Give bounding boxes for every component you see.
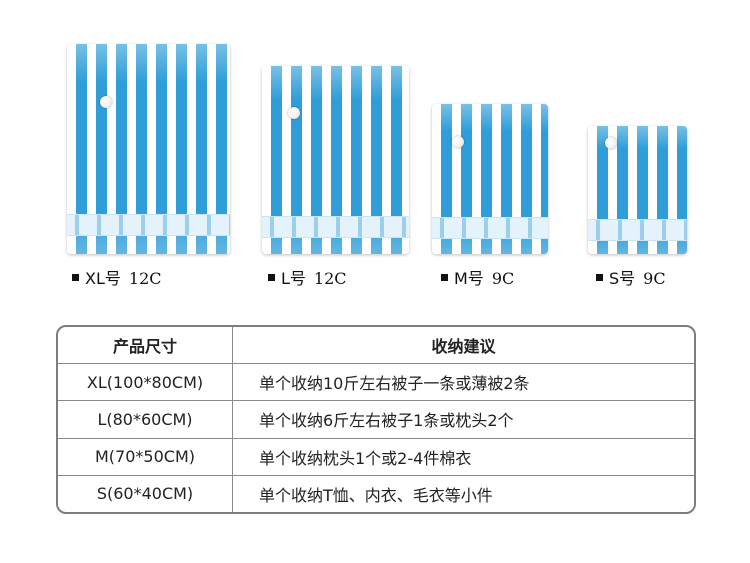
valve-icon [452, 136, 464, 148]
vacuum-bag-m [432, 104, 548, 254]
vacuum-bag-l [262, 66, 409, 254]
table-row: XL(100*80CM) 单个收纳10斤左右被子一条或薄被2条 [58, 363, 694, 402]
bag-seal-strip [432, 217, 548, 239]
cell-size: L(80*60CM) [58, 400, 233, 439]
bag-label-m: M号 9C [441, 265, 514, 289]
size-table: 产品尺寸 收纳建议 XL(100*80CM) 单个收纳10斤左右被子一条或薄被2… [56, 325, 696, 514]
bag-label-xl: XL号 12C [72, 265, 162, 289]
bullet-square-icon [441, 274, 448, 281]
bag-qty: 9C [643, 269, 666, 288]
header-product-size: 产品尺寸 [58, 327, 233, 364]
valve-icon [100, 96, 112, 108]
cell-size: XL(100*80CM) [58, 363, 233, 402]
cell-advice: 单个收纳枕头1个或2-4件棉衣 [232, 438, 694, 476]
bag-qty: 12C [128, 269, 162, 288]
bag-qty: 9C [491, 269, 515, 288]
bag-label-s: S号 9C [596, 265, 666, 289]
bag-seal-strip [588, 219, 687, 241]
bag-size: M号 [454, 269, 484, 288]
table-row: M(70*50CM) 单个收纳枕头1个或2-4件棉衣 [58, 438, 694, 476]
bag-seal-strip [262, 216, 409, 238]
header-storage-advice: 收纳建议 [232, 327, 694, 364]
cell-size: M(70*50CM) [58, 438, 233, 476]
cell-advice: 单个收纳10斤左右被子一条或薄被2条 [232, 363, 694, 402]
bag-label-l: L号 12C [268, 265, 347, 289]
bullet-square-icon [268, 274, 275, 281]
bag-size: XL号 [85, 269, 121, 288]
bag-qty: 12C [313, 269, 347, 288]
bag-size: S号 [609, 269, 636, 288]
table-header-row: 产品尺寸 收纳建议 [58, 327, 694, 364]
cell-size: S(60*40CM) [58, 475, 233, 512]
cell-advice: 单个收纳T恤、内衣、毛衣等小件 [259, 485, 493, 505]
cell-advice: 单个收纳6斤左右被子1条或枕头2个 [232, 400, 694, 439]
valve-icon [605, 137, 617, 149]
vacuum-bag-s [588, 126, 687, 254]
bag-seal-strip [67, 214, 230, 236]
bag-size: L号 [281, 269, 306, 288]
valve-icon [288, 107, 300, 119]
vacuum-bag-xl [67, 44, 230, 254]
bullet-square-icon [596, 274, 603, 281]
table-row: S(60*40CM) 单个收纳T恤、内衣、毛衣等小件 [58, 475, 694, 512]
bullet-square-icon [72, 274, 79, 281]
table-row: L(80*60CM) 单个收纳6斤左右被子1条或枕头2个 [58, 400, 694, 439]
